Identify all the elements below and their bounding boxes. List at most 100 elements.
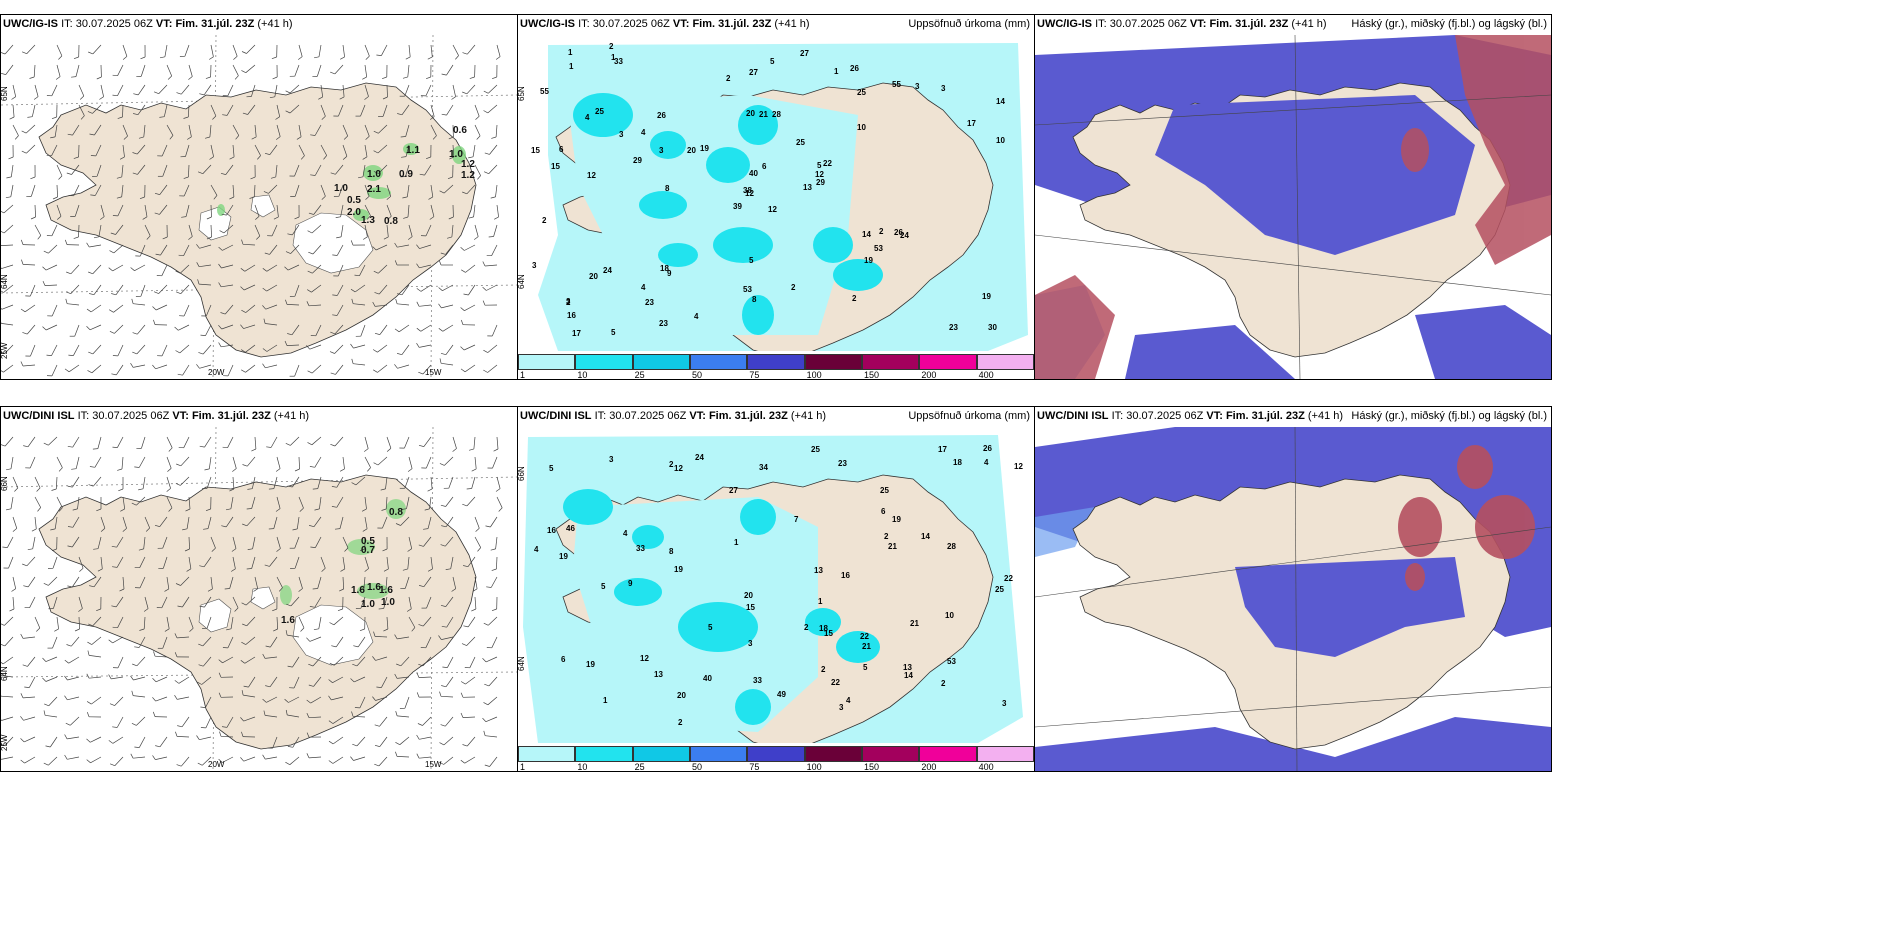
wind-barb-flag	[58, 55, 63, 60]
precip-value-label: 46	[566, 524, 575, 533]
wind-barb-flag	[352, 663, 358, 667]
wind-barb	[177, 696, 190, 700]
wind-barb	[466, 636, 476, 646]
wind-barb	[335, 636, 344, 648]
wind-barb	[269, 676, 278, 688]
wind-barb-flag	[43, 762, 49, 766]
wind-barb	[67, 736, 80, 740]
wind-barb-flag	[307, 270, 313, 274]
wind-barb	[4, 616, 14, 626]
wind-barb	[28, 676, 36, 688]
wind-barb	[406, 496, 410, 509]
wind-barb	[377, 364, 388, 373]
wind-barb-flag	[330, 331, 336, 335]
wind-barb	[342, 144, 348, 157]
wind-barb-flag	[287, 485, 293, 488]
wind-barb-flag	[130, 363, 134, 368]
wind-barb	[227, 84, 234, 96]
wind-barb-flag	[64, 659, 69, 664]
wind-barb	[188, 496, 191, 510]
wind-barb	[419, 736, 432, 740]
wind-barb-flag	[285, 299, 288, 305]
wind-barb	[166, 436, 173, 448]
precip-value-label: 12	[1014, 462, 1023, 471]
wind-barb	[12, 576, 17, 589]
wind-barb-flag	[425, 76, 431, 80]
gust-label: 1.6	[351, 585, 365, 596]
wind-barb	[3, 204, 14, 214]
precip-value-label: 29	[633, 156, 642, 165]
wind-barb-flag	[284, 266, 289, 271]
wind-barb	[52, 636, 58, 649]
wind-barb	[381, 44, 388, 56]
wind-barb	[385, 496, 388, 510]
wind-barb-flag	[46, 354, 52, 356]
wind-barb-flag	[42, 266, 47, 271]
wind-barb-flag	[132, 332, 138, 335]
wind-barb-flag	[196, 262, 200, 267]
wind-barb	[320, 104, 326, 117]
wind-barb-flag	[241, 731, 244, 737]
wind-barb-flag	[416, 244, 420, 249]
wind-barb-flag	[1, 72, 6, 75]
wind-barb-flag	[153, 291, 159, 294]
wind-barb-flag	[331, 506, 337, 508]
wind-barb	[254, 204, 260, 217]
wind-barb-flag	[241, 602, 247, 606]
wind-barb-flag	[394, 260, 398, 266]
wind-barb	[446, 104, 454, 116]
precip-value-label: 5	[549, 464, 554, 473]
precip-value-label: 6	[561, 655, 566, 664]
wind-barb-flag	[376, 54, 382, 56]
wind-barb-flag	[483, 702, 489, 706]
wind-barb	[97, 436, 102, 449]
wind-barb-flag	[460, 346, 465, 351]
wind-barb-flag	[167, 75, 172, 80]
wind-barb-flag	[6, 468, 12, 471]
precip-value-label: 34	[759, 463, 768, 472]
wind-barb-flag	[373, 150, 379, 154]
wind-barb-flag	[1, 719, 2, 721]
wind-barb-flag	[265, 645, 271, 648]
wind-barb	[78, 104, 85, 116]
gust-label: 1.6	[367, 582, 381, 593]
wind-barb-flag	[416, 672, 420, 678]
wind-barb	[405, 144, 410, 157]
wind-barb	[206, 616, 212, 629]
wind-barb	[183, 436, 190, 448]
wind-barb-flag	[306, 732, 310, 738]
wind-barb-flag	[73, 156, 79, 159]
precip-value-label: 2	[821, 665, 826, 674]
wind-barb	[294, 164, 300, 177]
wind-barbs	[1, 436, 503, 767]
wind-barb-flag	[307, 370, 313, 374]
wind-barb-flag	[328, 695, 332, 701]
wind-barb	[401, 344, 410, 355]
wind-barb-flag	[96, 508, 102, 512]
wind-barb-flag	[351, 482, 357, 486]
wind-barb	[162, 536, 168, 549]
wind-barb	[182, 364, 190, 376]
wind-barb	[53, 596, 58, 609]
wind-barb-flag	[93, 236, 99, 239]
wind-barb	[94, 124, 102, 136]
wind-barb	[221, 284, 234, 288]
wind-barb-flag	[131, 690, 134, 696]
wind-barb	[78, 84, 85, 97]
wind-barb-flag	[441, 625, 447, 628]
wind-barb-flag	[86, 759, 91, 764]
precip-value-label: 13	[654, 670, 663, 679]
wind-barb-flag	[330, 172, 336, 175]
wind-barb-flag	[247, 488, 253, 490]
wind-barb	[12, 124, 19, 136]
wind-barb	[356, 656, 366, 667]
wind-barb	[144, 204, 148, 217]
wind-barb-flag	[43, 710, 46, 716]
wind-barb-flag	[43, 582, 49, 586]
wind-barb-flag	[1, 290, 4, 293]
wind-barb	[276, 616, 279, 630]
wind-barb-flag	[164, 588, 169, 592]
wind-barb	[134, 264, 146, 272]
wind-barb-flag	[1, 210, 5, 214]
wind-barb-flag	[285, 90, 291, 94]
